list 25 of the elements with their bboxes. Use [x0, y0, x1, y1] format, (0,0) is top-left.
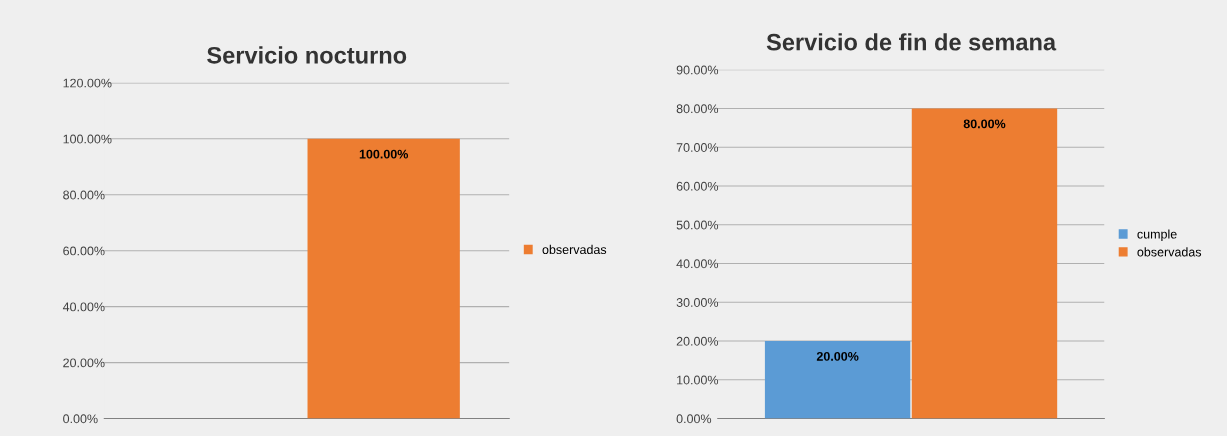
y-tick-label: 120.00% [63, 78, 112, 88]
data-label: 80.00% [963, 119, 1006, 129]
legend-label: cumple [1137, 229, 1177, 242]
y-tick-label: 40.00% [676, 259, 719, 269]
y-tick-label: 30.00% [676, 298, 719, 307]
y-tick-label: 50.00% [676, 220, 719, 230]
chart-title: Servicio de fin de semana [766, 33, 1057, 51]
y-tick-label: 80.00% [63, 190, 105, 200]
y-tick-label: 10.00% [677, 375, 719, 385]
y-tick-label: 40.00% [62, 302, 105, 312]
y-tick-label: 80.00% [676, 104, 719, 114]
legend-label: observadas [542, 244, 607, 255]
y-tick-label: 20.00% [676, 336, 719, 346]
chart-title: Servicio nocturno [207, 46, 407, 64]
y-tick-label: 100.00% [63, 134, 112, 144]
y-tick-label: 0.00% [676, 414, 712, 424]
y-tick-label: 90.00% [676, 65, 719, 75]
y-tick-label: 60.00% [63, 246, 105, 256]
y-tick-label: 20.00% [63, 358, 105, 368]
data-label: 20.00% [816, 351, 859, 361]
y-tick-label: 70.00% [676, 143, 719, 152]
legend-label: observadas [1137, 247, 1202, 257]
data-label: 100.00% [359, 149, 409, 159]
y-tick-label: 0.00% [63, 414, 98, 424]
y-tick-label: 60.00% [676, 181, 719, 191]
